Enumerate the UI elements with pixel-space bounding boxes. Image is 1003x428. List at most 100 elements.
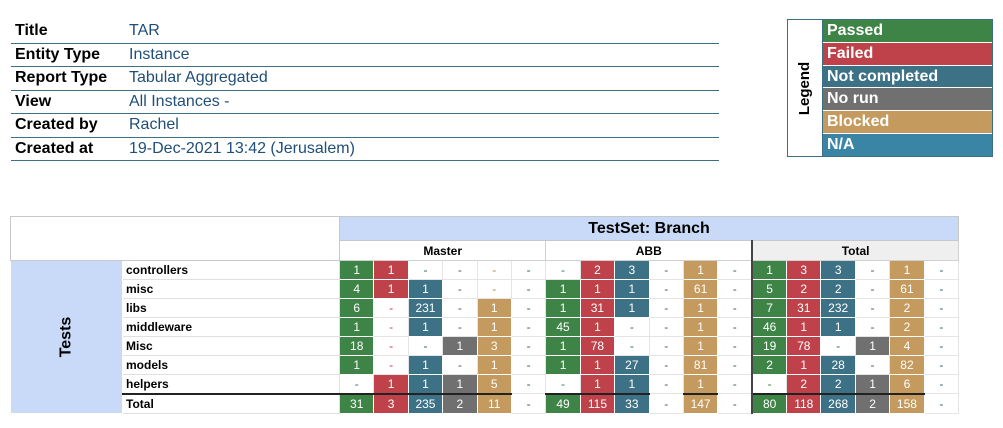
- legend-item: Failed: [823, 42, 992, 66]
- result-cell: 1: [579, 279, 616, 299]
- row-name: libs: [122, 298, 340, 318]
- result-cell: 2: [889, 298, 925, 318]
- matrix-corner: [10, 216, 340, 261]
- info-row: Created at 19-Dec-2021 13:42 (Jerusalem): [11, 138, 719, 161]
- result-cell: -: [510, 298, 547, 318]
- result-cell: 1: [545, 336, 581, 356]
- result-cell: 1: [545, 355, 581, 375]
- info-row: Title TAR: [11, 20, 719, 44]
- result-cell: 80: [751, 392, 788, 414]
- result-cell: -: [545, 260, 581, 280]
- table-row: middleware 1-1-1-45 1- -1-46 1 1-2-: [11, 317, 960, 337]
- result-cell: -: [373, 298, 409, 318]
- result-cell: 78: [786, 336, 822, 356]
- result-cell: 2: [820, 374, 856, 394]
- result-cell: 7: [751, 298, 788, 318]
- result-cell: 1: [545, 279, 581, 299]
- report-info: Title TAR Entity Type Instance Report Type Ta…: [11, 20, 719, 161]
- info-value: TAR: [129, 22, 160, 40]
- result-cell: -: [510, 393, 547, 414]
- result-cell: 61: [889, 279, 925, 299]
- result-cell: 268: [820, 392, 856, 414]
- result-cell: 1: [682, 260, 719, 280]
- result-cell: 115: [579, 392, 616, 414]
- result-cell: 1: [442, 336, 478, 356]
- result-cell: 5: [476, 374, 512, 394]
- result-cell: 6: [338, 298, 375, 318]
- result-cell: 1: [579, 374, 616, 394]
- result-cell: -: [510, 317, 547, 337]
- info-value: 19-Dec-2021 13:42 (Jerusalem): [129, 139, 355, 157]
- result-cell: 3: [820, 260, 856, 280]
- result-cell: 31: [338, 392, 375, 414]
- group-header: ABB: [545, 240, 753, 261]
- result-cell: 1: [407, 279, 444, 299]
- result-cell: -: [751, 374, 788, 394]
- result-cell: -: [407, 336, 444, 356]
- result-cell: 1: [476, 317, 512, 337]
- result-cell: -: [442, 279, 478, 299]
- result-cell: -: [648, 298, 684, 318]
- result-cell: -: [442, 355, 478, 375]
- result-cell: -: [476, 279, 512, 299]
- info-label: Title: [15, 22, 48, 40]
- info-label: Report Type: [15, 69, 108, 87]
- result-cell: 147: [682, 392, 719, 414]
- result-cell: 81: [682, 355, 719, 375]
- result-cell: 1: [614, 298, 650, 318]
- result-cell: 1: [338, 355, 375, 375]
- row-name: middleware: [122, 317, 340, 337]
- table-row: libs 6-231-1-1 31 1-1-7 31 232-2-: [11, 298, 960, 318]
- result-cell: 46: [751, 317, 788, 337]
- result-cell: -: [923, 298, 960, 318]
- info-row: Report Type Tabular Aggregated: [11, 67, 719, 91]
- result-cell: 1: [854, 336, 891, 356]
- result-cell: 49: [545, 392, 581, 414]
- result-cell: 1: [373, 260, 409, 280]
- result-cell: -: [717, 374, 753, 394]
- result-cell: -: [510, 279, 547, 299]
- results-matrix: TestSet: Branch Master ABB Total Tests contro…: [10, 216, 960, 414]
- table-row: helpers -1 1 1 5- -1 1-1- -2 2 1 6-: [11, 374, 960, 394]
- result-cell: -: [717, 279, 753, 299]
- result-cell: -: [648, 279, 684, 299]
- result-cell: -: [510, 336, 547, 356]
- testset-title: TestSet: Branch: [338, 216, 960, 241]
- result-cell: 1: [407, 374, 444, 394]
- result-cell: 1: [373, 374, 409, 394]
- result-cell: 1: [476, 298, 512, 318]
- result-cell: 1: [338, 260, 375, 280]
- info-row: View All Instances -: [11, 91, 719, 114]
- result-cell: 1: [854, 374, 891, 394]
- table-row: misc 4 1 1- - -1 1 1-61-5 2 2-61-: [11, 279, 960, 299]
- result-cell: -: [648, 260, 684, 280]
- result-cell: 2: [889, 317, 925, 337]
- result-cell: 3: [614, 260, 650, 280]
- result-cell: -: [717, 336, 753, 356]
- legend-title: Legend: [788, 20, 823, 156]
- result-cell: 28: [820, 355, 856, 375]
- table-row: Tests controllers 1 1- - - - -2 3-1-1 3 3-1-: [10, 260, 960, 414]
- result-cell: 1: [407, 317, 444, 337]
- result-cell: -: [717, 298, 753, 318]
- row-name: helpers: [122, 374, 340, 394]
- row-name: Total: [122, 392, 340, 414]
- total-row: Total 31 3 235 2 11-49 115 33-147-80 118 268 2 158-: [11, 392, 960, 414]
- result-cell: -: [717, 317, 753, 337]
- result-cell: 4: [338, 279, 375, 299]
- result-cell: 11: [476, 392, 512, 414]
- result-cell: 1: [545, 298, 581, 318]
- info-value: Rachel: [129, 116, 179, 134]
- result-cell: 118: [786, 392, 822, 414]
- result-cell: -: [442, 260, 478, 280]
- result-cell: 1: [682, 336, 719, 356]
- result-cell: 78: [579, 336, 616, 356]
- result-cell: -: [854, 279, 891, 299]
- result-cell: -: [854, 260, 891, 280]
- result-cell: 1: [682, 374, 719, 394]
- result-cell: 33: [614, 392, 650, 414]
- result-cell: 158: [889, 392, 925, 414]
- result-cell: 1: [614, 279, 650, 299]
- table-row: Misc 18- -1 3-1 78- -1-19 78-1 4-: [11, 336, 960, 356]
- result-cell: 6: [889, 374, 925, 394]
